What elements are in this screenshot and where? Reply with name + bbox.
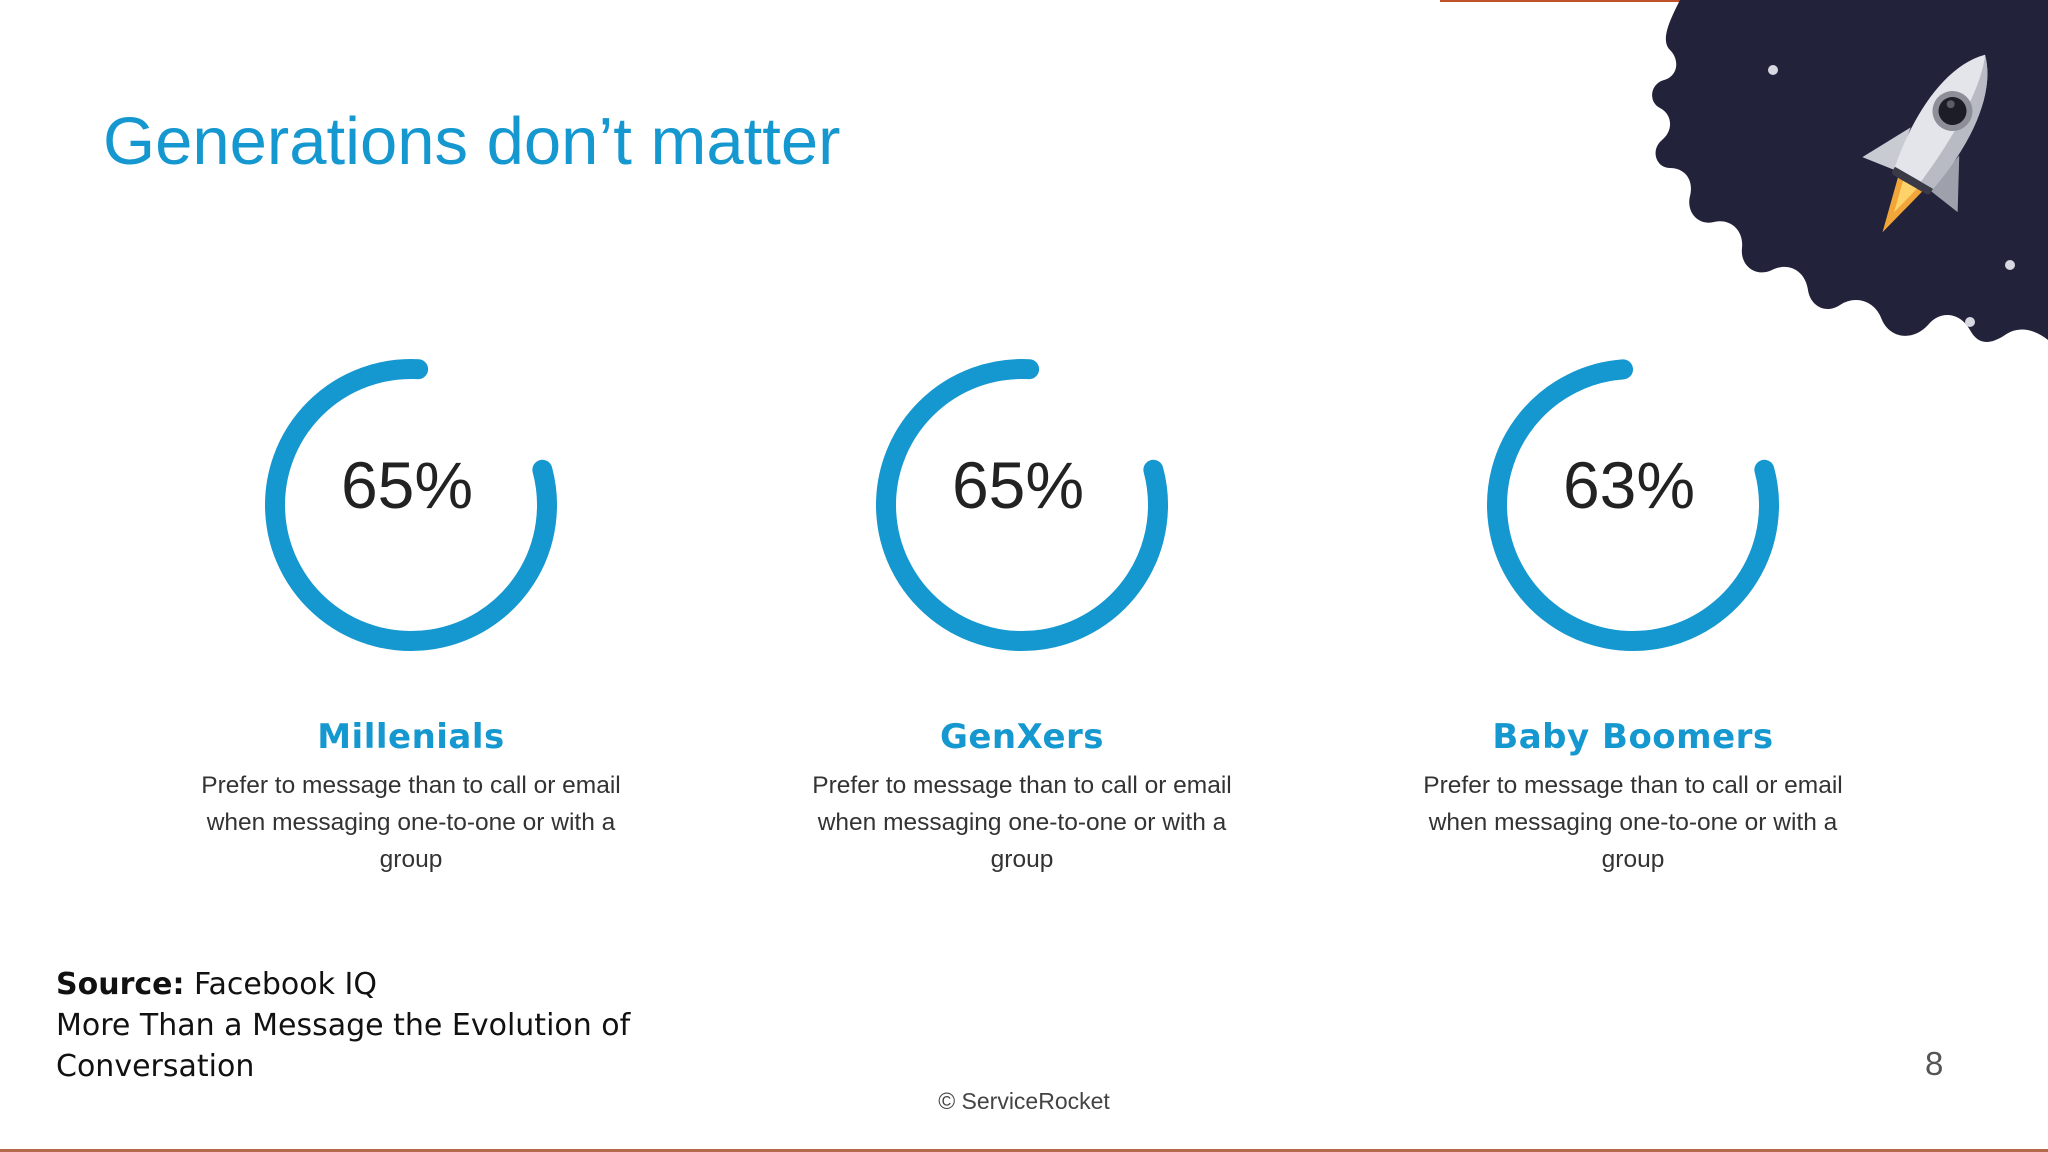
ring-svg bbox=[265, 359, 557, 651]
ring-arc bbox=[876, 359, 1168, 651]
rocket-icon bbox=[1862, 54, 1988, 233]
progress-ring: 65% bbox=[872, 355, 1172, 655]
stat-baby-boomers: 63% Baby Boomers Prefer to message than … bbox=[1373, 355, 1893, 878]
progress-ring: 65% bbox=[261, 355, 561, 655]
stat-label: GenXers bbox=[939, 717, 1105, 757]
stat-description: Prefer to message than to call or email … bbox=[812, 772, 1232, 873]
source-line-3: Conversation bbox=[56, 1049, 255, 1084]
stat-label: Millenials bbox=[317, 717, 505, 757]
bottom-accent-line bbox=[0, 1149, 2048, 1152]
stat-description: Prefer to message than to call or email … bbox=[201, 772, 621, 873]
stat-value: 63% bbox=[1562, 448, 1696, 522]
night-sky-shape bbox=[1652, 0, 2048, 342]
copyright: © ServiceRocket bbox=[938, 1088, 1110, 1114]
progress-ring: 63% bbox=[1483, 355, 1783, 655]
page-number: 8 bbox=[1925, 1045, 1944, 1082]
source-label: Source: bbox=[56, 967, 185, 1002]
slide-title: Generations don’t matter bbox=[103, 104, 841, 179]
ring-arc bbox=[1487, 359, 1779, 651]
ring-svg bbox=[876, 359, 1168, 651]
source-name: Facebook IQ bbox=[194, 967, 378, 1002]
source-citation: Source: Facebook IQ More Than a Message … bbox=[56, 964, 630, 1087]
stat-genxers: 65% GenXers Prefer to message than to ca… bbox=[762, 355, 1282, 878]
star-icon bbox=[1965, 317, 1975, 327]
rocket-decoration bbox=[1652, 0, 2048, 342]
star-icon bbox=[2005, 260, 2015, 270]
source-line-2: More Than a Message the Evolution of bbox=[56, 1008, 631, 1043]
stat-value: 65% bbox=[951, 448, 1085, 522]
star-icon bbox=[1768, 65, 1778, 75]
stat-label: Baby Boomers bbox=[1492, 717, 1774, 757]
stat-millenials: 65% Millenials Prefer to message than to… bbox=[151, 355, 671, 878]
stat-description: Prefer to message than to call or email … bbox=[1423, 772, 1843, 873]
ring-svg bbox=[1487, 359, 1779, 651]
ring-arc bbox=[265, 359, 557, 651]
stat-value: 65% bbox=[340, 448, 474, 522]
